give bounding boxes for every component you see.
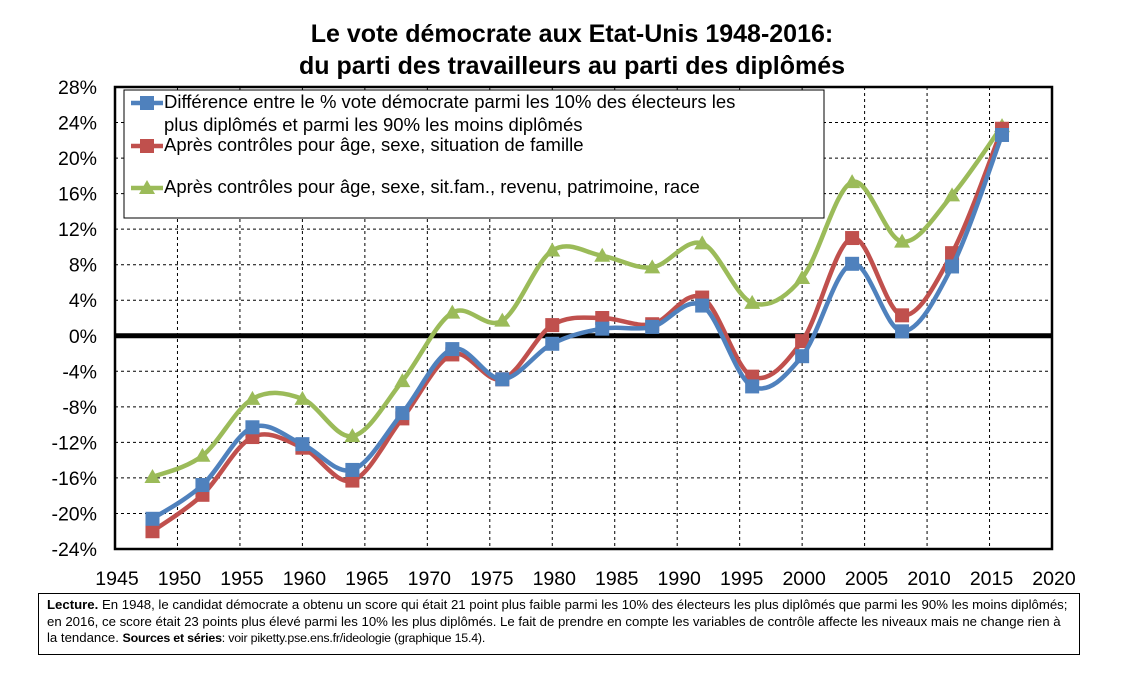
data-point-difference-1976 bbox=[495, 372, 510, 387]
legend-entry-difference: Différence entre le % vote démocrate par… bbox=[131, 91, 735, 135]
x-tick-label: 2015 bbox=[970, 568, 1014, 590]
legend-label: Différence entre le % vote démocrate par… bbox=[164, 91, 735, 112]
data-point-difference-1952 bbox=[195, 478, 210, 493]
data-point-controls-age-sex-family-2008 bbox=[895, 308, 910, 323]
data-point-controls-age-sex-family-1948 bbox=[145, 524, 160, 539]
data-point-controls-full-1996 bbox=[744, 294, 761, 309]
y-tick-label: 8% bbox=[69, 255, 97, 277]
chart-subtitle: du parti des travailleurs au parti des d… bbox=[299, 52, 845, 80]
x-tick-label: 1970 bbox=[408, 568, 452, 590]
data-point-controls-full-1980 bbox=[544, 242, 561, 257]
data-point-controls-age-sex-family-1984 bbox=[595, 311, 610, 325]
data-point-difference-2012 bbox=[945, 259, 960, 274]
series-group bbox=[144, 118, 1011, 539]
data-point-controls-full-1960 bbox=[294, 390, 311, 405]
data-point-controls-full-2012 bbox=[944, 187, 961, 202]
y-tick-label: 24% bbox=[58, 113, 97, 135]
x-axis-tick-labels: 1945 1950 1955 1960 1965 1970 1975 1980 1985 1990… bbox=[95, 568, 1076, 590]
x-tick-label: 2005 bbox=[845, 568, 889, 590]
legend-marker bbox=[139, 180, 155, 194]
data-point-difference-2016 bbox=[995, 127, 1010, 142]
sources-label: Sources et séries bbox=[122, 631, 222, 645]
plot-frame bbox=[113, 85, 1054, 551]
x-tick-label: 2000 bbox=[782, 568, 826, 590]
chart-title: Le vote démocrate aux Etat-Unis 1948-201… bbox=[310, 20, 834, 48]
data-point-difference-2004 bbox=[845, 256, 860, 271]
series-controls-full bbox=[144, 118, 1011, 484]
y-tick-label: 20% bbox=[58, 148, 97, 170]
legend-entry-controls-full: Après contrôles pour âge, sexe, sit.fam.… bbox=[131, 176, 700, 197]
legend-label: plus diplômés et parmi les 90% les moins… bbox=[164, 114, 583, 135]
data-point-difference-1996 bbox=[745, 379, 760, 394]
x-tick-label: 1975 bbox=[470, 568, 514, 590]
data-point-controls-full-1984 bbox=[594, 247, 611, 262]
data-point-difference-1960 bbox=[295, 437, 310, 452]
y-tick-label: -12% bbox=[51, 432, 97, 454]
legend-label: Après contrôles pour âge, sexe, sit.fam.… bbox=[164, 176, 700, 197]
data-point-controls-full-1964 bbox=[344, 428, 361, 443]
y-tick-label: -20% bbox=[51, 503, 97, 525]
note-text: En 1948, le candidat démocrate a obtenu … bbox=[47, 597, 1068, 645]
x-tick-label: 1980 bbox=[533, 568, 577, 590]
y-tick-label: -24% bbox=[51, 539, 97, 561]
x-tick-label: 1985 bbox=[595, 568, 639, 590]
x-tick-label: 1955 bbox=[220, 568, 264, 590]
y-tick-label: 4% bbox=[69, 290, 97, 312]
data-point-controls-full-2004 bbox=[844, 174, 861, 189]
y-tick-label: 12% bbox=[58, 219, 97, 241]
chart-title-block: Le vote démocrate aux Etat-Unis 1948-201… bbox=[0, 18, 1144, 82]
data-point-controls-age-sex-family-1964 bbox=[345, 473, 360, 488]
data-point-controls-age-sex-family-2000 bbox=[795, 334, 810, 349]
data-point-difference-1988 bbox=[645, 319, 660, 334]
line-chart: -24% -20% -16% -12% -8% -4% 0% 4% 8% 12% 16% 20% 24%… bbox=[51, 77, 1076, 590]
legend-box bbox=[123, 89, 825, 219]
note-label: Lecture. bbox=[47, 597, 99, 612]
data-point-controls-full-1972 bbox=[444, 304, 461, 319]
data-point-controls-age-sex-family-2004 bbox=[845, 231, 860, 246]
data-point-controls-full-1988 bbox=[644, 259, 661, 274]
data-point-difference-1968 bbox=[395, 406, 410, 421]
data-point-controls-full-1976 bbox=[494, 312, 511, 327]
legend-entry-controls-age-sex-family: Après contrôles pour âge, sexe, situatio… bbox=[131, 134, 584, 155]
data-point-controls-full-2000 bbox=[794, 270, 811, 285]
y-tick-label: -4% bbox=[62, 361, 97, 383]
x-tick-label: 1965 bbox=[345, 568, 389, 590]
data-point-controls-full-1952 bbox=[194, 447, 211, 462]
data-point-controls-full-1968 bbox=[394, 373, 411, 388]
series-difference bbox=[145, 127, 1010, 526]
y-tick-label: 16% bbox=[58, 184, 97, 206]
x-tick-label: 1990 bbox=[658, 568, 702, 590]
y-tick-label: -8% bbox=[62, 397, 97, 419]
x-tick-label: 1950 bbox=[158, 568, 202, 590]
data-point-controls-full-1992 bbox=[694, 235, 711, 250]
data-point-difference-1992 bbox=[695, 298, 710, 313]
x-tick-label: 1945 bbox=[95, 568, 139, 590]
x-tick-label: 2010 bbox=[907, 568, 951, 590]
legend-label: Après contrôles pour âge, sexe, situatio… bbox=[164, 134, 584, 155]
data-point-difference-2000 bbox=[795, 349, 810, 364]
data-point-difference-1956 bbox=[245, 420, 260, 435]
legend: Différence entre le % vote démocrate par… bbox=[123, 89, 825, 219]
data-point-controls-full-2008 bbox=[894, 233, 911, 248]
x-tick-label: 1995 bbox=[720, 568, 764, 590]
y-tick-label: 0% bbox=[69, 326, 97, 348]
sources-text: : voir piketty.pse.ens.fr/ideologie (gra… bbox=[221, 631, 486, 645]
x-tick-label: 2020 bbox=[1032, 568, 1076, 590]
data-point-difference-1972 bbox=[445, 342, 460, 357]
data-point-difference-1980 bbox=[545, 336, 560, 351]
legend-marker bbox=[140, 96, 154, 110]
y-tick-label: -16% bbox=[51, 468, 97, 490]
data-point-controls-full-1948 bbox=[144, 469, 161, 484]
legend-marker bbox=[140, 139, 154, 153]
y-axis-tick-labels: -24% -20% -16% -12% -8% -4% 0% 4% 8% 12% 16% 20% 24%… bbox=[51, 77, 97, 561]
reading-note: Lecture. En 1948, le candidat démocrate … bbox=[38, 593, 1080, 655]
data-point-controls-age-sex-family-1980 bbox=[545, 318, 560, 333]
x-tick-label: 1960 bbox=[283, 568, 327, 590]
data-point-difference-1948 bbox=[145, 511, 160, 526]
data-point-controls-full-1956 bbox=[244, 390, 261, 405]
data-point-difference-1984 bbox=[595, 321, 610, 336]
data-point-difference-2008 bbox=[895, 324, 910, 339]
y-tick-label: 28% bbox=[58, 77, 97, 99]
data-point-difference-1964 bbox=[345, 462, 360, 477]
